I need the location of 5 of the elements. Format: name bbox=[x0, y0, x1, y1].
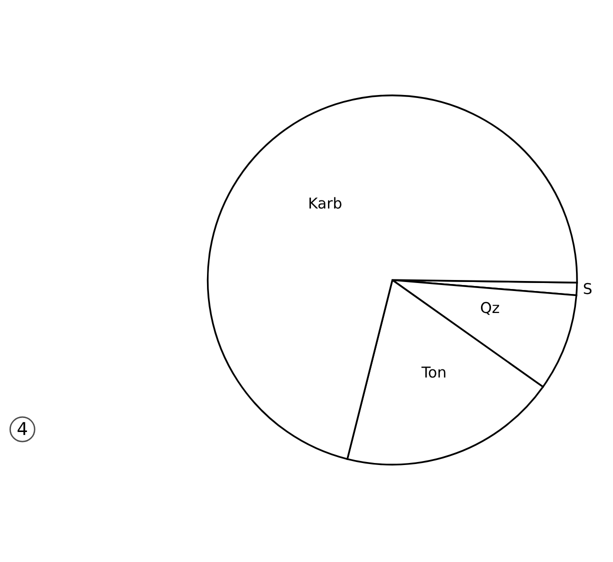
text: 4 bbox=[16, 420, 28, 440]
slice-label: Karb bbox=[308, 194, 342, 213]
slice-label: S bbox=[582, 280, 592, 298]
slice-label: Qz bbox=[480, 298, 500, 317]
slice-label: Ton bbox=[420, 363, 447, 382]
